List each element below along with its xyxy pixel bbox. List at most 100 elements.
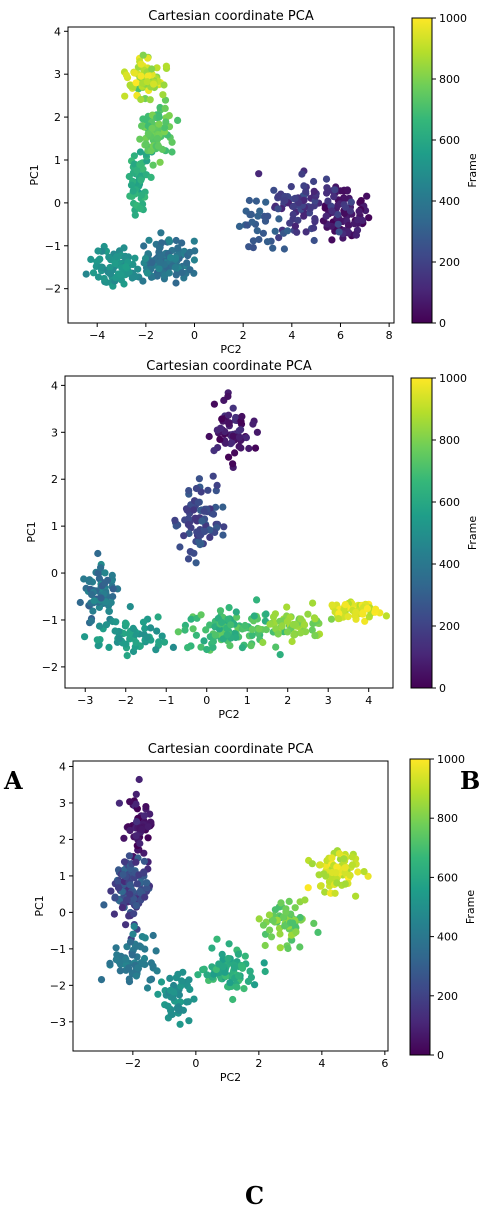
data-point (210, 400, 218, 408)
data-point (132, 858, 140, 866)
data-point (126, 881, 134, 889)
data-point (115, 799, 123, 807)
data-point (101, 569, 109, 577)
data-point (242, 434, 250, 442)
data-point (226, 979, 234, 987)
data-point (216, 435, 224, 443)
data-point (323, 184, 331, 192)
data-point (274, 205, 282, 213)
data-point (281, 197, 289, 205)
data-point (169, 643, 177, 652)
plot-area (72, 760, 389, 1052)
y-axis-label: PC1 (25, 521, 38, 542)
data-point (140, 857, 148, 865)
data-point (323, 189, 331, 197)
data-point (165, 269, 173, 277)
data-point (144, 130, 152, 138)
data-point (291, 194, 299, 202)
data-point (255, 915, 263, 923)
data-point (278, 622, 286, 630)
data-point (136, 839, 144, 848)
data-point (178, 977, 186, 985)
data-point (265, 911, 273, 919)
data-point (297, 629, 305, 637)
data-point (149, 161, 157, 169)
data-point (161, 104, 169, 112)
colorbar-tick-label: 600 (439, 134, 460, 147)
colorbar (411, 17, 433, 324)
data-point (286, 219, 294, 227)
x-tick-label: 2 (255, 1057, 262, 1070)
data-point (224, 411, 233, 419)
data-point (131, 254, 139, 262)
data-point (132, 832, 140, 840)
y-tick-label: −1 (45, 240, 61, 253)
data-point (107, 887, 115, 895)
y-tick-label: 0 (54, 197, 61, 210)
data-point (347, 198, 355, 206)
data-point (172, 279, 180, 287)
y-tick-label: −2 (42, 661, 58, 674)
data-point (266, 926, 274, 934)
data-point (267, 933, 276, 941)
chart-panel-a: −4 −2 0 2 4 6 8 −2 −1 0 1 2 3 4 Cartesian coordinate P… (28, 9, 479, 356)
data-point (192, 559, 200, 567)
data-point (235, 972, 243, 980)
data-point (162, 62, 170, 70)
data-point (218, 415, 226, 423)
data-point (125, 852, 133, 860)
data-point (177, 982, 185, 990)
data-point (94, 549, 102, 558)
data-point (229, 432, 237, 440)
data-point (155, 120, 163, 128)
data-point (311, 615, 319, 623)
colorbar (409, 758, 431, 1056)
data-point (331, 186, 339, 194)
data-point (190, 237, 198, 245)
data-point (157, 229, 165, 237)
data-point (179, 968, 187, 976)
colorbar-tick-label: 1000 (439, 12, 467, 25)
data-point (112, 618, 120, 626)
data-point (310, 224, 318, 232)
data-point (143, 879, 151, 887)
data-point (122, 71, 130, 79)
data-point (331, 889, 339, 897)
data-point (160, 81, 168, 89)
data-point (287, 183, 295, 191)
data-point (322, 212, 330, 220)
data-point (134, 964, 142, 972)
data-point (164, 1002, 172, 1010)
data-point (81, 633, 89, 641)
data-point (87, 617, 95, 625)
data-point (97, 263, 105, 271)
data-point (178, 269, 186, 277)
data-point (209, 637, 217, 646)
data-point (130, 910, 138, 918)
data-point (244, 977, 252, 986)
data-point (289, 202, 297, 211)
data-point (245, 196, 253, 205)
data-point (246, 211, 254, 219)
data-point (141, 624, 149, 633)
data-point (311, 216, 319, 224)
data-point (241, 621, 249, 630)
data-point (132, 790, 140, 798)
data-point (165, 236, 173, 244)
y-tick-label: 0 (59, 906, 66, 919)
data-point (118, 904, 126, 912)
data-point (172, 974, 180, 982)
data-point (154, 990, 162, 998)
data-point (341, 203, 350, 211)
data-point (106, 263, 114, 272)
data-point (88, 591, 96, 599)
data-point (230, 964, 238, 972)
data-point (115, 635, 123, 643)
data-point (226, 642, 234, 650)
data-point (292, 928, 300, 936)
data-point (262, 626, 270, 634)
data-point (108, 571, 116, 580)
data-point (185, 487, 193, 495)
data-point (122, 640, 130, 648)
data-point (344, 613, 352, 621)
